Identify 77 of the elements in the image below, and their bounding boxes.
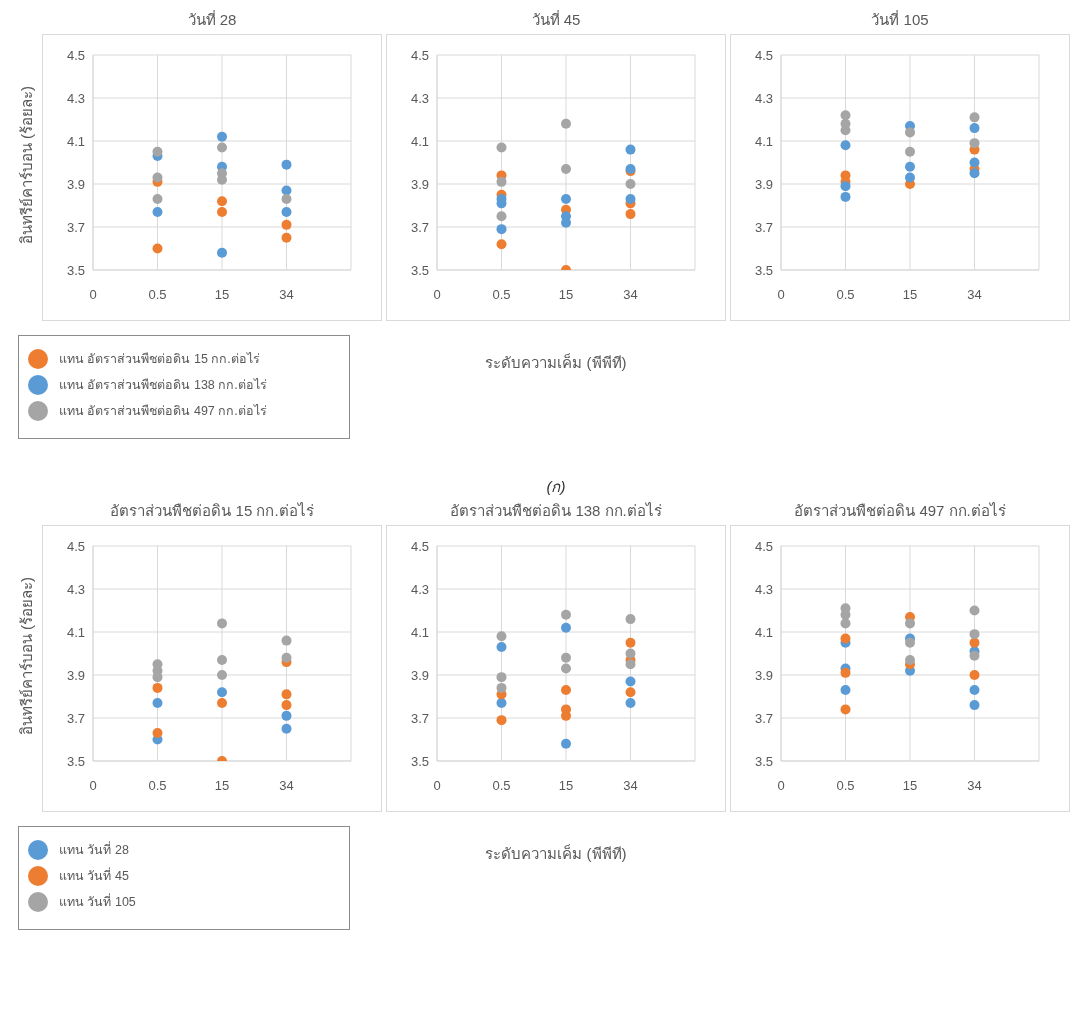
x-tick-label: 15	[902, 778, 918, 794]
x-tick-label: 15	[214, 287, 230, 303]
y-tick-label: 4.1	[66, 624, 85, 640]
y-tick-label: 3.7	[754, 219, 773, 235]
y-tick-label: 3.5	[66, 753, 85, 769]
chart-title: อัตราส่วนพืชต่อดิน 138 กก.ต่อไร่	[449, 501, 663, 521]
x-tick-label: 0.5	[836, 778, 855, 794]
y-tick-label: 3.5	[66, 262, 85, 278]
x-tick-label: 0	[433, 287, 441, 303]
x-tick-label: 0.5	[148, 287, 167, 303]
y-tick-label: 3.7	[410, 219, 429, 235]
x-tick-label: 34	[279, 287, 294, 303]
y-tick-label: 3.5	[754, 753, 773, 769]
y-tick-label: 3.9	[66, 176, 85, 192]
legend-label: แทน อัตราส่วนพืชต่อดิน 497 กก.ต่อไร่	[59, 403, 267, 420]
y-tick-label: 3.9	[66, 667, 85, 683]
y-tick-label: 4.5	[66, 538, 85, 554]
y-tick-label: 3.9	[410, 176, 429, 192]
x-tick-label: 0.5	[148, 778, 167, 794]
x-tick-label: 34	[623, 778, 638, 794]
y-tick-label: 3.5	[410, 262, 429, 278]
y-tick-label: 3.9	[754, 176, 773, 192]
y-tick-label: 4.5	[410, 538, 429, 554]
x-tick-label: 0	[433, 778, 441, 794]
legend-label: แทน วันที่ 105	[59, 892, 136, 911]
y-tick-label: 4.5	[66, 47, 85, 63]
legend-label: แทน อัตราส่วนพืชต่อดิน 15 กก.ต่อไร่	[59, 351, 260, 368]
y-tick-label: 4.1	[754, 624, 773, 640]
chart-title: วันที่ 45	[530, 9, 582, 30]
y-tick-label: 3.7	[66, 710, 85, 726]
y-axis-title: อินทรีย์คาร์บอน (ร้อยละ)	[17, 85, 36, 244]
y-tick-label: 4.3	[66, 90, 85, 106]
y-tick-label: 3.9	[754, 667, 773, 683]
y-tick-label: 3.9	[410, 667, 429, 683]
chart-title: อัตราส่วนพืชต่อดิน 15 กก.ต่อไร่	[109, 501, 315, 521]
x-tick-label: 15	[558, 778, 574, 794]
y-tick-label: 4.1	[410, 624, 429, 640]
y-tick-label: 4.1	[66, 133, 85, 149]
y-tick-label: 4.3	[754, 581, 773, 597]
x-tick-label: 0.5	[492, 778, 511, 794]
y-tick-label: 3.5	[410, 753, 429, 769]
legend-label: แทน อัตราส่วนพืชต่อดิน 138 กก.ต่อไร่	[59, 377, 267, 394]
legend-label: แทน วันที่ 45	[59, 866, 129, 885]
y-tick-label: 4.3	[754, 90, 773, 106]
y-tick-label: 4.3	[66, 581, 85, 597]
y-tick-label: 4.5	[754, 538, 773, 554]
x-tick-label: 0	[89, 778, 97, 794]
y-tick-label: 4.1	[754, 133, 773, 149]
text: (ก)	[545, 477, 567, 497]
x-tick-label: 0	[777, 287, 785, 303]
chart-title: วันที่ 28	[186, 9, 238, 30]
y-tick-label: 3.7	[410, 710, 429, 726]
y-tick-label: 4.3	[410, 581, 429, 597]
y-tick-label: 3.7	[754, 710, 773, 726]
x-tick-label: 15	[214, 778, 230, 794]
y-tick-label: 4.5	[754, 47, 773, 63]
y-tick-label: 4.1	[410, 133, 429, 149]
x-axis-title: ระดับความเค็ม (พีพีที)	[484, 352, 628, 373]
x-tick-label: 34	[967, 287, 982, 303]
x-tick-label: 34	[967, 778, 982, 794]
x-tick-label: 0.5	[836, 287, 855, 303]
x-tick-label: 0.5	[492, 287, 511, 303]
y-tick-label: 3.5	[754, 262, 773, 278]
chart-title: อัตราส่วนพืชต่อดิน 497 กก.ต่อไร่	[793, 501, 1007, 521]
x-tick-label: 0	[89, 287, 97, 303]
x-tick-label: 34	[623, 287, 638, 303]
chart-title: วันที่ 105	[870, 9, 930, 30]
x-tick-label: 15	[902, 287, 918, 303]
y-tick-label: 3.7	[66, 219, 85, 235]
legend-label: แทน วันที่ 28	[59, 840, 129, 859]
x-axis-title: ระดับความเค็ม (พีพีที)	[484, 843, 628, 864]
y-tick-label: 4.3	[410, 90, 429, 106]
x-tick-label: 34	[279, 778, 294, 794]
y-tick-label: 4.5	[410, 47, 429, 63]
x-tick-label: 0	[777, 778, 785, 794]
y-axis-title: อินทรีย์คาร์บอน (ร้อยละ)	[17, 576, 36, 735]
x-tick-label: 15	[558, 287, 574, 303]
